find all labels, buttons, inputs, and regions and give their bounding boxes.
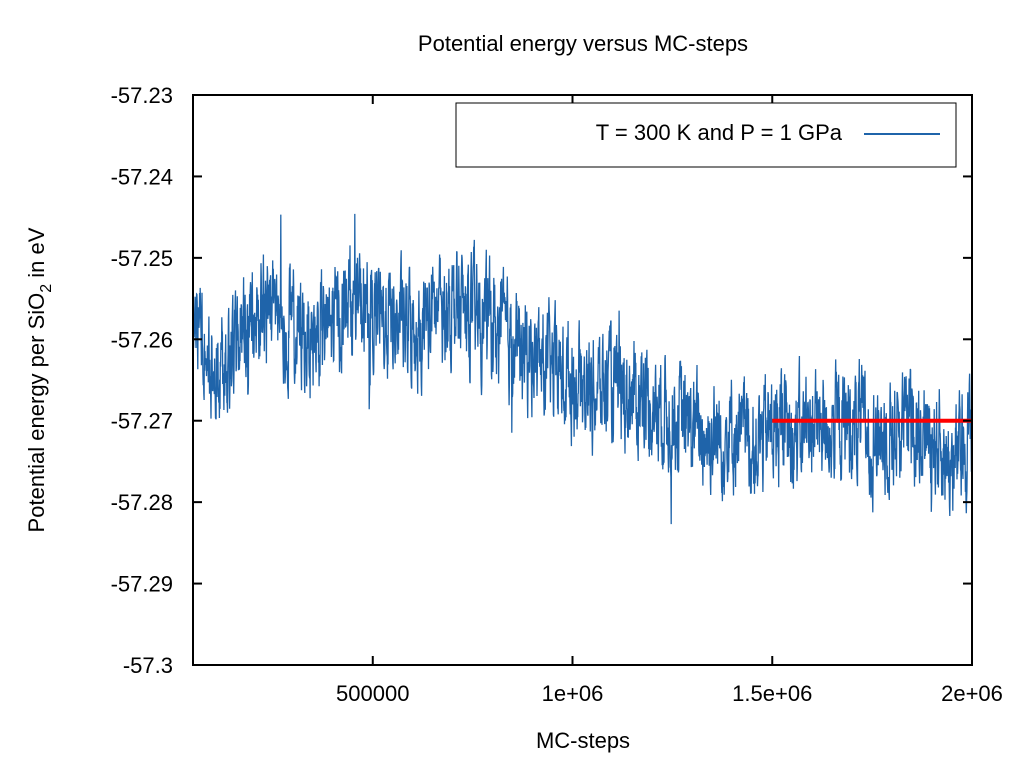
ticks-layer: -57.23 -57.24 -57.25 -57.26 -57.27 -57.28 -57.… [111, 83, 1003, 706]
legend: T = 300 K and P = 1 GPa [455, 102, 957, 168]
y-axis-label-suffix: in eV [24, 227, 49, 284]
plot-frame [192, 94, 973, 666]
x-tick-label: 1e+06 [542, 681, 604, 706]
x-tick-label: 500000 [336, 681, 409, 706]
legend-label: T = 300 K and P = 1 GPa [596, 120, 843, 145]
y-tick-label: -57.25 [111, 246, 173, 271]
y-axis-label: Potential energy per SiO2 in eV [24, 227, 55, 532]
y-tick-label: -57.26 [111, 327, 173, 352]
x-tick-label: 1.5e+06 [732, 681, 812, 706]
series-line-energy [192, 213, 973, 525]
series-layer [192, 213, 973, 525]
chart-title: Potential energy versus MC-steps [418, 31, 748, 56]
y-tick-label: -57.28 [111, 490, 173, 515]
y-tick-label: -57.27 [111, 409, 173, 434]
y-tick-label: -57.3 [123, 653, 173, 678]
y-axis-label-prefix: Potential energy per SiO [24, 293, 49, 533]
y-axis-label-subscript: 2 [38, 284, 55, 293]
y-tick-label: -57.24 [111, 164, 173, 189]
y-tick-label: -57.29 [111, 572, 173, 597]
y-tick-label: -57.23 [111, 83, 173, 108]
x-tick-label: 2e+06 [941, 681, 1003, 706]
x-axis-label: MC-steps [536, 728, 630, 753]
